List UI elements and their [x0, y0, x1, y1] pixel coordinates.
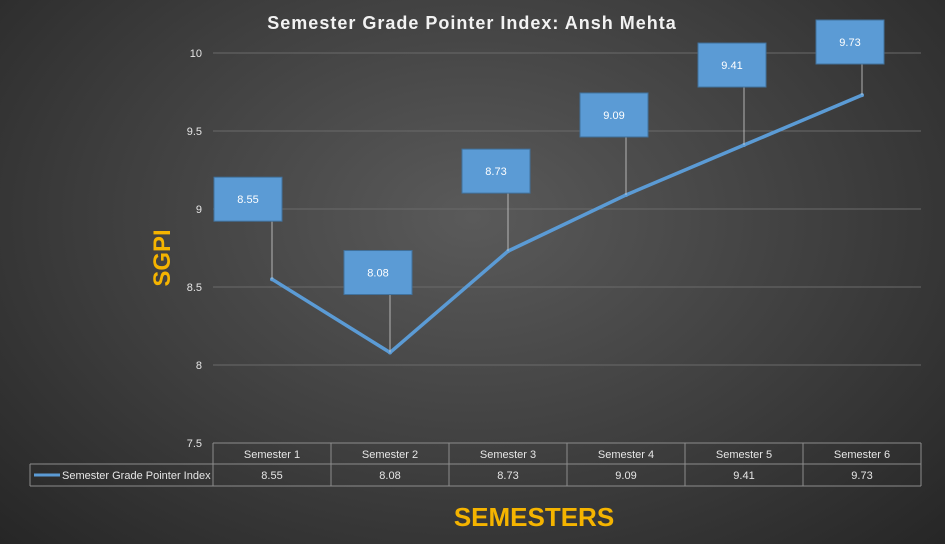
- y-tick-label: 7.5: [187, 438, 202, 450]
- callout-box: [815, 19, 885, 65]
- y-tick-label: 9: [196, 204, 202, 216]
- callout-value: 9.09: [603, 110, 624, 122]
- data-labels: 8.55 8.08 8.73 9.09 9.41 9.73: [213, 19, 885, 353]
- table-value: 8.73: [497, 470, 518, 482]
- table-value: 8.08: [379, 470, 400, 482]
- x-category-label: Semester 3: [480, 449, 536, 461]
- callout-value: 8.55: [237, 194, 258, 206]
- data-label: 8.08: [343, 250, 413, 353]
- x-axis-title: SEMESTERS: [454, 502, 614, 532]
- x-category-label: Semester 6: [834, 449, 890, 461]
- callout-value: 9.41: [721, 60, 742, 72]
- callout-value: 8.73: [485, 166, 506, 178]
- series-line: [271, 93, 863, 355]
- callout-value: 8.08: [367, 268, 388, 280]
- data-label: 9.09: [579, 92, 649, 195]
- data-table: Semester 1 Semester 2 Semester 3 Semester 4…: [29, 442, 922, 487]
- callout-value: 9.73: [839, 37, 860, 49]
- y-axis-ticks: 10 9.5 9 8.5 8 7.5: [187, 48, 202, 450]
- data-label: 8.73: [461, 148, 531, 252]
- x-category-label: Semester 5: [716, 449, 772, 461]
- x-category-label: Semester 1: [244, 449, 300, 461]
- callout-box: [579, 92, 649, 138]
- callout-box: [213, 176, 283, 222]
- legend-series-name: Semester Grade Pointer Index: [62, 470, 211, 482]
- y-tick-label: 8: [196, 360, 202, 372]
- table-value: 9.73: [851, 470, 872, 482]
- gridlines: [213, 52, 921, 366]
- x-category-label: Semester 4: [598, 449, 654, 461]
- callout-box: [461, 148, 531, 194]
- callout-box: [343, 250, 413, 296]
- callout-box: [697, 42, 767, 88]
- table-value: 9.09: [615, 470, 636, 482]
- table-value: 8.55: [261, 470, 282, 482]
- x-category-label: Semester 2: [362, 449, 418, 461]
- data-label: 9.73: [815, 19, 885, 96]
- y-tick-label: 9.5: [187, 126, 202, 138]
- y-tick-label: 10: [190, 48, 202, 60]
- table-value: 9.41: [733, 470, 754, 482]
- data-label: 8.55: [213, 176, 283, 280]
- data-label: 9.41: [697, 42, 767, 146]
- y-axis-title: SGPI: [149, 229, 176, 286]
- chart-title: Semester Grade Pointer Index: Ansh Mehta: [267, 13, 676, 33]
- series-layer: [270, 93, 864, 355]
- y-tick-label: 8.5: [187, 282, 202, 294]
